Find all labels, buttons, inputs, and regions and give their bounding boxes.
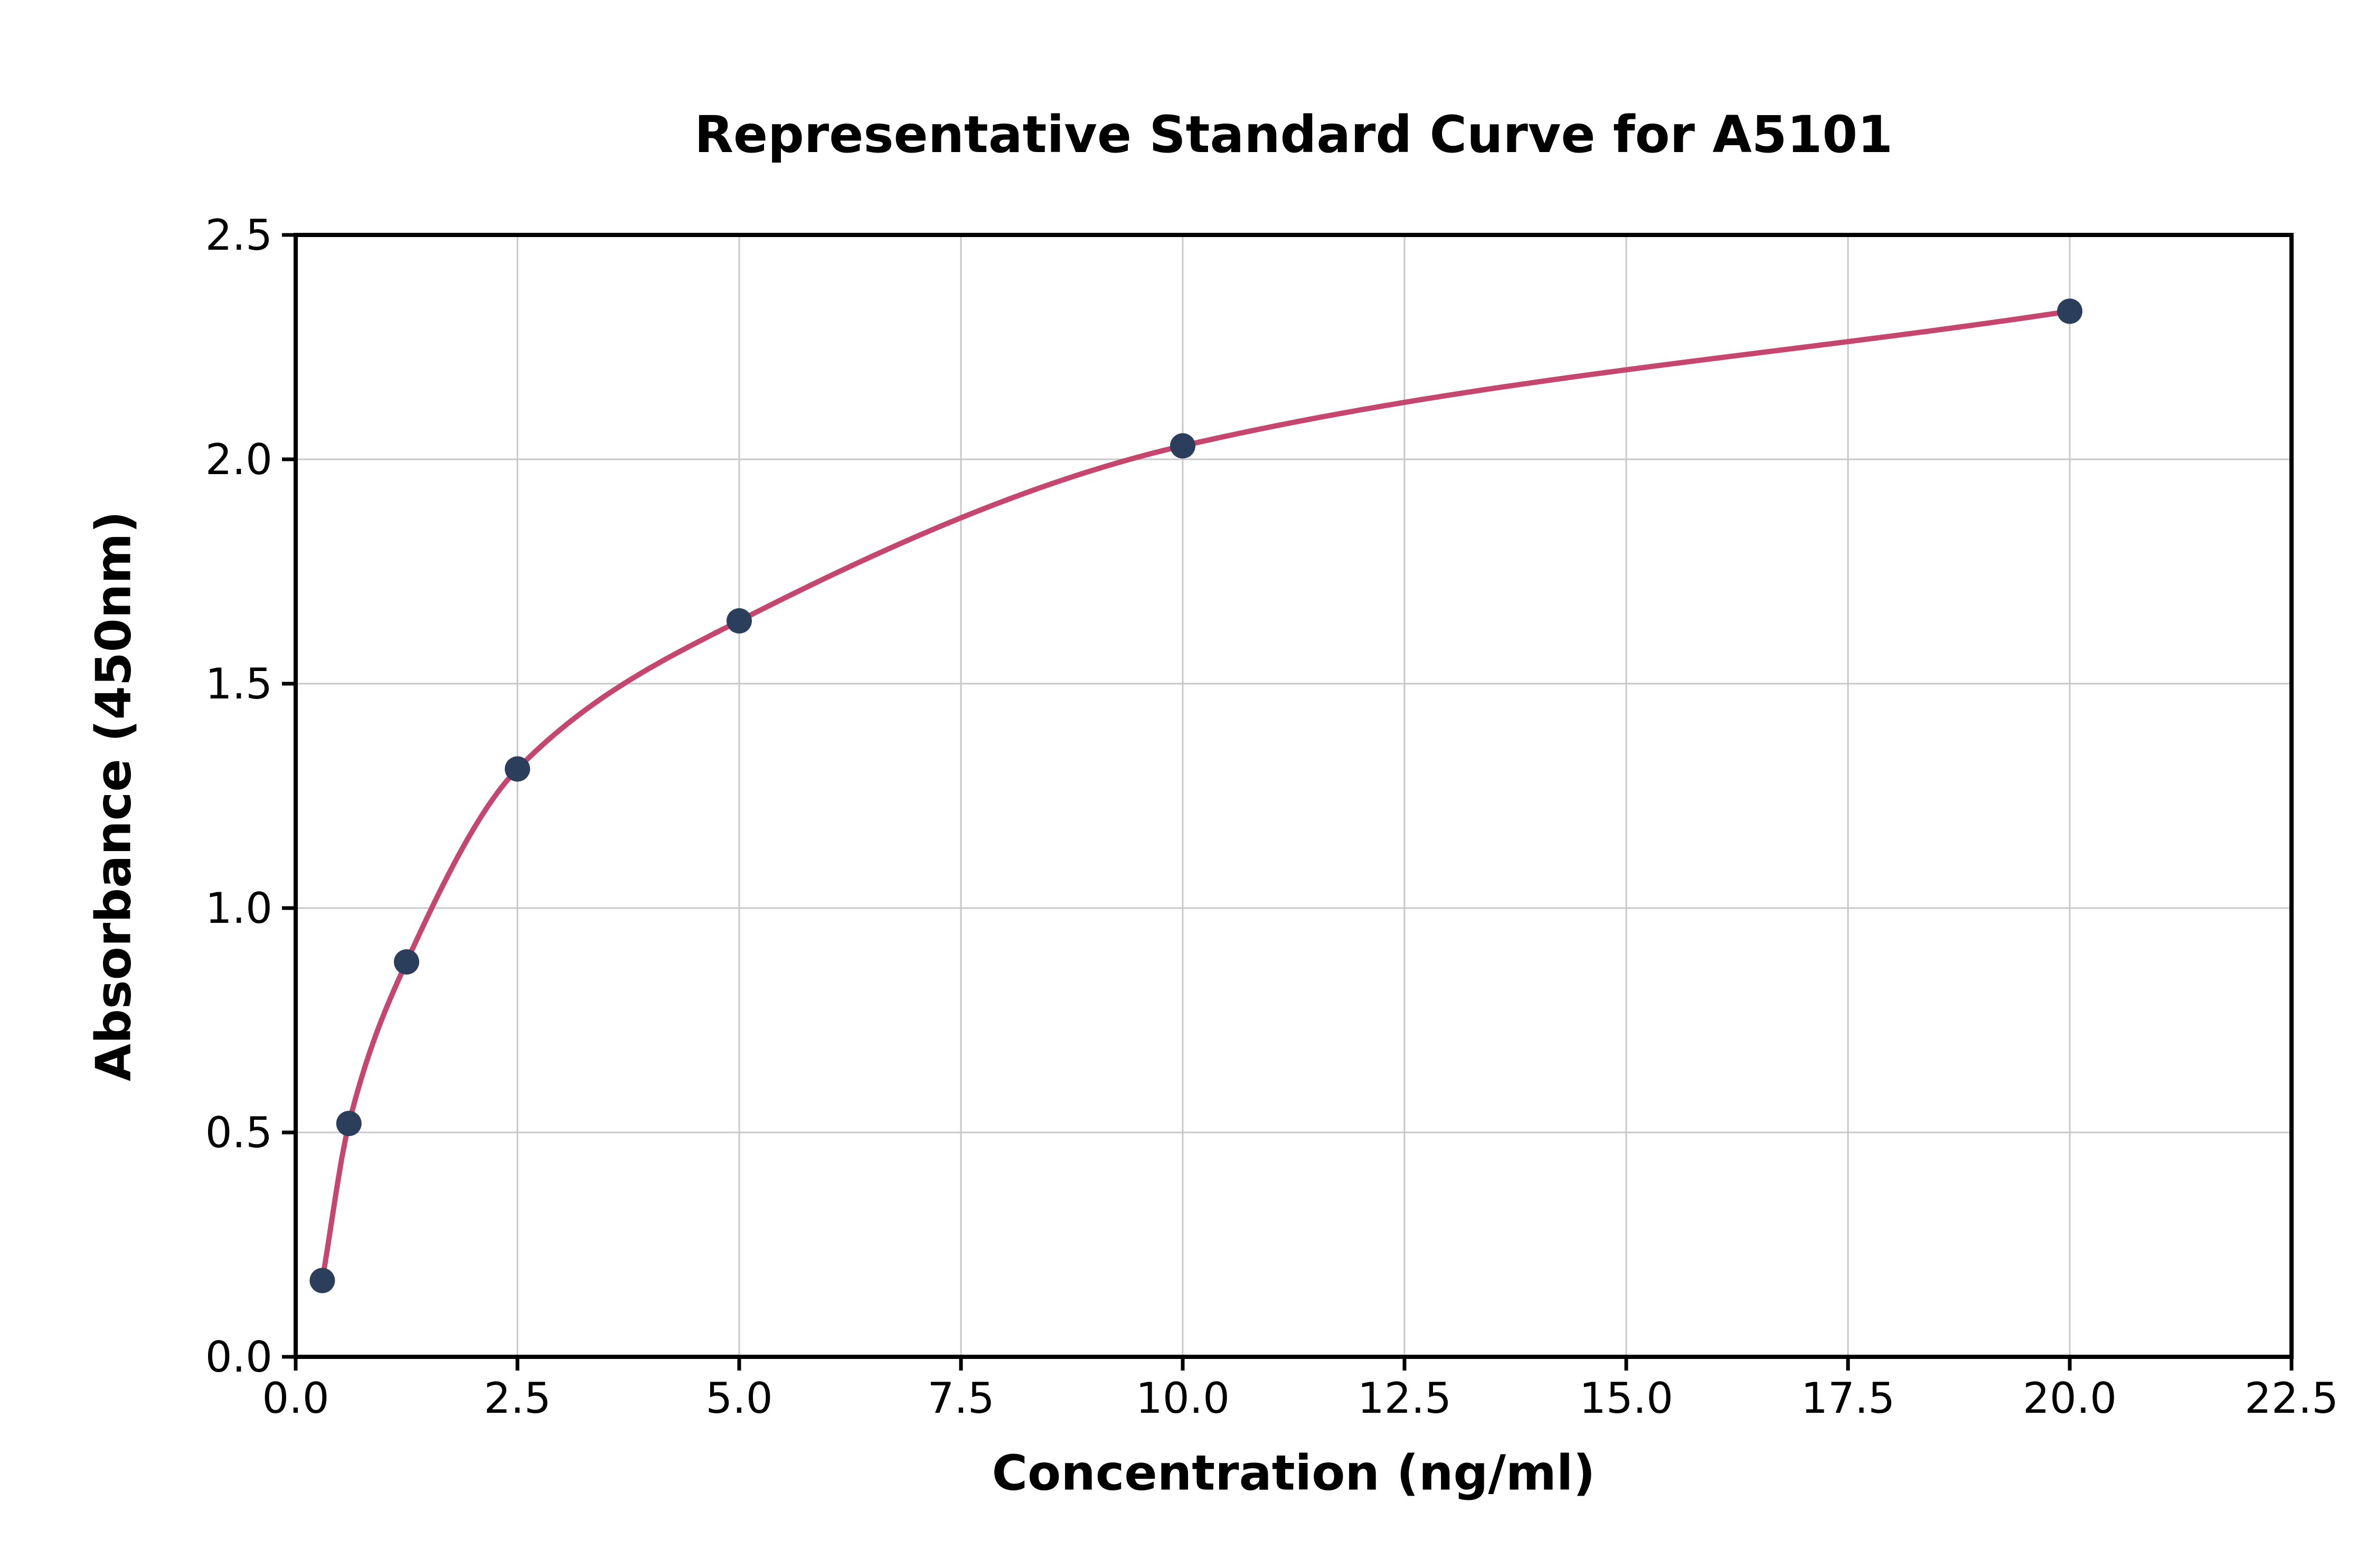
data-point <box>727 608 752 634</box>
gridlines <box>295 234 2293 1358</box>
data-point <box>394 949 419 975</box>
y-tick-label: 1.0 <box>205 884 272 933</box>
chart-title: Representative Standard Curve for A5101 <box>694 105 1893 164</box>
y-tick-label: 2.0 <box>205 435 272 484</box>
x-tick-label: 22.5 <box>2245 1374 2339 1423</box>
y-tick-label: 2.5 <box>205 211 272 260</box>
x-tick-label: 15.0 <box>1579 1374 1673 1423</box>
y-axis-label: Absorbance (450nm) <box>85 511 142 1082</box>
y-tick-label: 0.0 <box>205 1333 272 1382</box>
x-axis-label: Concentration (ng/ml) <box>992 1444 1596 1501</box>
y-tick-label: 0.5 <box>205 1108 272 1157</box>
x-tick-label: 2.5 <box>484 1374 551 1423</box>
fitted-curve-line <box>319 308 2072 1283</box>
data-point <box>336 1111 362 1136</box>
plot-spines <box>294 233 2294 1359</box>
y-tick-label: 1.5 <box>205 659 272 709</box>
x-tick-label: 20.0 <box>2023 1374 2117 1423</box>
data-point <box>309 1268 335 1293</box>
x-tick-label: 7.5 <box>927 1374 994 1423</box>
x-tick-label: 10.0 <box>1136 1374 1230 1423</box>
x-tick-label: 17.5 <box>1801 1374 1895 1423</box>
data-points <box>309 298 2082 1293</box>
x-tick-label: 5.0 <box>705 1374 772 1423</box>
data-point <box>2057 298 2082 324</box>
data-point <box>505 756 530 782</box>
x-tick-label: 12.5 <box>1357 1374 1451 1423</box>
x-tick-label: 0.0 <box>262 1374 329 1423</box>
data-point <box>1170 433 1195 459</box>
axis-ticks: 0.0 2.5 5.0 7.5 10.0 12.5 15.0 17.5 20.0 22.5 0.0 0… <box>205 211 2339 1423</box>
